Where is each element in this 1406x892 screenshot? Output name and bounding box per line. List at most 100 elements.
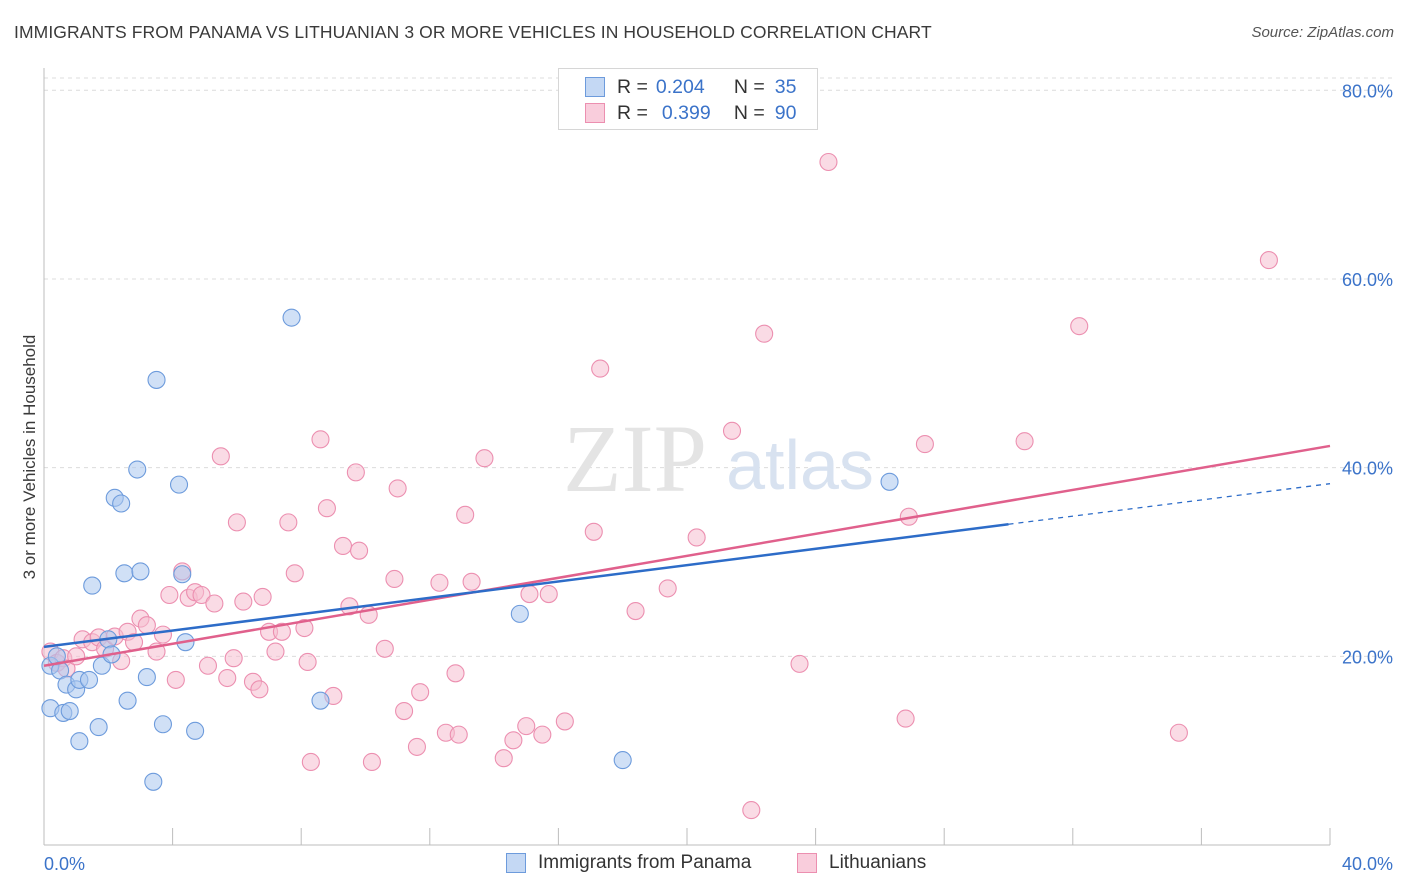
bottom-legend-panama: Immigrants from Panama bbox=[506, 852, 751, 874]
lithuanians-point bbox=[456, 505, 475, 524]
panama-swatch bbox=[585, 77, 605, 97]
lithuanians-point bbox=[224, 649, 243, 668]
lithuanians-point bbox=[896, 709, 915, 728]
panama-point bbox=[131, 562, 150, 581]
panama-point bbox=[137, 668, 156, 687]
panama-point bbox=[169, 475, 189, 494]
trend-lines bbox=[43, 444, 1331, 667]
gridlines bbox=[44, 77, 1394, 657]
panama-point bbox=[153, 715, 173, 734]
lithuanians-point bbox=[375, 639, 394, 658]
lithuanians-point bbox=[395, 701, 414, 721]
lithuanians-point bbox=[449, 725, 468, 744]
axes bbox=[43, 68, 1331, 846]
panama-point bbox=[173, 565, 192, 584]
lithuanians-point bbox=[137, 616, 156, 635]
lithuanians-point bbox=[333, 536, 353, 556]
lithuanians-point bbox=[591, 359, 610, 378]
x-tick-label: 0.0% bbox=[44, 854, 85, 874]
lithuanians-point bbox=[411, 683, 430, 702]
panama-point bbox=[311, 691, 330, 710]
watermark-atlas: atlas bbox=[726, 426, 874, 504]
lithuanians-point bbox=[722, 421, 742, 440]
lithuanians-point bbox=[218, 668, 237, 688]
lithuanians-point bbox=[504, 731, 523, 750]
panama-point bbox=[282, 308, 301, 327]
lithuanians-point bbox=[362, 752, 381, 772]
lithuanians-point bbox=[1259, 251, 1278, 270]
lithuanians-point bbox=[250, 680, 269, 699]
lithuanians-point bbox=[915, 435, 934, 454]
lithuanians-point bbox=[279, 513, 298, 532]
panama-point bbox=[118, 691, 137, 710]
panama-trend-extension bbox=[1008, 483, 1331, 525]
lithuanians-point bbox=[388, 479, 407, 498]
panama-point bbox=[147, 370, 166, 389]
lith-r-label: R = bbox=[617, 101, 648, 124]
bottom-panama-label: Immigrants from Panama bbox=[538, 852, 752, 873]
legend-row-lithuanians: R = 0.399 N = 90 bbox=[585, 101, 796, 125]
y-tick-label: 20.0% bbox=[1342, 647, 1393, 667]
source-label: Source: ZipAtlas.com bbox=[1251, 24, 1394, 41]
lithuanians-point bbox=[272, 622, 291, 641]
lithuanians-point bbox=[153, 625, 173, 644]
lithuanians-point bbox=[317, 499, 336, 518]
lithuanians-point bbox=[285, 564, 304, 583]
panama-point bbox=[112, 494, 131, 513]
panama-r-value: 0.204 bbox=[655, 75, 705, 98]
panama-r-label: R = bbox=[617, 75, 648, 98]
lithuanians-point bbox=[494, 749, 513, 768]
lithuanians-point bbox=[1015, 432, 1034, 451]
lithuanians-point bbox=[446, 664, 465, 683]
legend-row-panama: R = 0.204 N = 35 bbox=[585, 75, 796, 99]
lithuanians-point bbox=[430, 573, 449, 592]
lithuanians-point bbox=[555, 712, 574, 731]
stats-legend: R = 0.204 N = 35 R = 0.399 N = 90 bbox=[558, 68, 818, 130]
y-axis-label: 3 or more Vehicles in Household bbox=[20, 334, 39, 580]
lithuanians-point bbox=[160, 585, 179, 605]
lithuanians-point bbox=[539, 585, 558, 604]
panama-point bbox=[89, 718, 108, 737]
panama-n-label: N = bbox=[733, 75, 765, 98]
lithuanians-point bbox=[350, 541, 369, 560]
y-tick-label: 40.0% bbox=[1342, 459, 1393, 479]
lithuanians-point bbox=[658, 579, 677, 598]
bottom-legend-lithuanians: Lithuanians bbox=[797, 852, 926, 874]
lithuanians-point bbox=[234, 592, 253, 611]
lithuanians-point bbox=[755, 324, 774, 343]
lithuanians-point bbox=[533, 725, 552, 744]
lithuanians-point bbox=[520, 585, 539, 604]
lithuanians-point bbox=[687, 528, 706, 547]
panama-point bbox=[613, 751, 632, 770]
panama-point bbox=[83, 576, 102, 595]
lithuanians-point bbox=[346, 463, 365, 482]
panama-n-value: 35 bbox=[774, 75, 797, 98]
panama-point bbox=[115, 564, 134, 583]
panama-point bbox=[79, 670, 99, 689]
panama-trend-line bbox=[43, 523, 1009, 649]
watermark-zip: ZIP bbox=[563, 405, 707, 512]
tick-labels: 20.0% 40.0% 60.0% 80.0% 0.0% 40.0% bbox=[44, 81, 1393, 874]
panama-point bbox=[128, 460, 147, 479]
lithuanians-point bbox=[790, 654, 809, 673]
bottom-lithuanians-swatch bbox=[797, 853, 817, 873]
y-tick-label: 80.0% bbox=[1342, 81, 1393, 101]
lith-n-value: 90 bbox=[774, 101, 797, 124]
lithuanians-point bbox=[192, 585, 211, 605]
lithuanians-point bbox=[385, 569, 404, 589]
lithuanians-point bbox=[266, 642, 285, 661]
lithuanians-point bbox=[311, 430, 330, 449]
lithuanians-point bbox=[166, 670, 185, 689]
lithuanians-point bbox=[1070, 317, 1089, 336]
lithuanians-swatch bbox=[585, 103, 605, 123]
panama-points bbox=[41, 308, 899, 791]
lithuanians-point bbox=[819, 152, 838, 172]
lithuanians-point bbox=[517, 717, 536, 736]
panama-point bbox=[70, 732, 89, 751]
panama-point bbox=[186, 721, 205, 740]
lithuanians-point bbox=[462, 572, 481, 591]
bottom-panama-swatch bbox=[506, 853, 526, 873]
panama-point bbox=[144, 772, 163, 791]
lithuanians-point bbox=[298, 652, 317, 672]
